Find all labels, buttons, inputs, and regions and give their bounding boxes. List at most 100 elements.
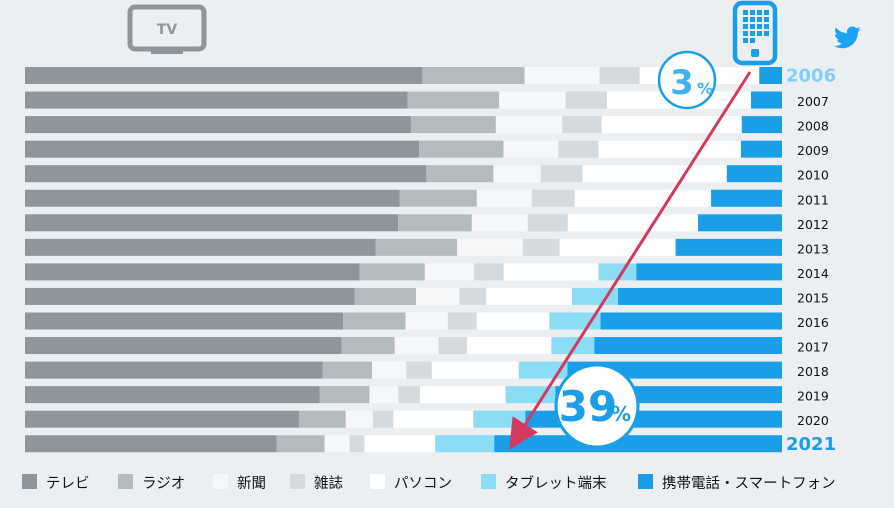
bar-segment-2021-s1 [276,435,325,453]
bar-segment-2021-s0 [25,435,277,453]
bar-segment-2010-s3 [540,165,583,183]
bar-segment-2011-s0 [25,189,400,207]
legend-label-1: ラジオ [142,476,185,492]
bar-segment-2015-s5 [571,287,618,305]
bar-row-2019 [25,386,782,404]
bar-segment-2008-s2 [495,116,563,134]
bar-segment-2011-s1 [399,189,477,207]
year-label-2018: 2018 [797,364,829,379]
year-label-2015: 2015 [797,290,829,305]
legend-label-2: 新聞 [237,475,266,492]
callout-2021-value: 39 [559,382,617,431]
bar-segment-2011-s6 [711,189,782,207]
bar-segment-2008-s6 [741,116,782,134]
bar-segment-2010-s0 [25,165,427,183]
bar-segment-2006-s3 [599,67,640,84]
bar-segment-2016-s4 [476,312,550,330]
bar-segment-2020-s1 [298,410,346,428]
year-label-2009: 2009 [797,143,829,158]
bar-segment-2013-s3 [522,238,560,256]
bar-segment-2007-s2 [499,91,566,109]
year-label-2019: 2019 [797,389,829,404]
bar-segment-2016-s1 [343,312,406,330]
bar-segment-2020-s5 [473,410,526,428]
legend-swatch-3 [290,474,305,489]
trend-arrow [509,71,752,450]
bar-segment-2021-s4 [364,435,436,453]
legend-item-5: タブレット端末 [481,474,607,492]
bar-row-2012 [25,214,782,232]
bar-segment-2007-s3 [565,91,607,109]
bar-segment-2006-s6 [759,67,782,84]
legend-item-2: 新聞 [213,474,266,492]
year-labels-layer: 2006 2007 2008 2009 2010 2011 2012 2013 2014 2015… [786,66,836,455]
legend-swatch-2 [213,474,228,489]
bar-segment-2020-s4 [393,410,474,428]
bar-segment-2021-s6 [494,435,782,453]
legend-label-0: テレビ [46,475,90,492]
bar-segment-2007-s6 [750,91,782,109]
bar-segment-2013-s1 [375,238,458,256]
year-label-2011: 2011 [797,192,829,207]
bar-row-2013 [25,238,782,256]
bar-segment-2019-s4 [419,386,506,404]
bar-segment-2020-s3 [372,410,394,428]
year-label-2010: 2010 [797,168,829,183]
bar-segment-2009-s1 [419,140,504,158]
year-label-2008: 2008 [797,119,829,134]
bar-segment-2015-s2 [416,287,460,305]
bar-segment-2017-s5 [551,337,595,355]
bar-segment-2010-s1 [426,165,494,183]
bar-segment-2011-s4 [574,189,712,207]
smartphone-icon [732,0,778,66]
bar-segment-2017-s3 [438,337,468,355]
bar-segment-2014-s6 [636,263,782,281]
legend-swatch-4 [370,474,385,489]
year-label-2006: 2006 [786,66,836,87]
bar-segment-2012-s2 [471,214,528,232]
legend-item-6: 携帯電話・スマートフォン [638,474,836,492]
bar-segment-2016-s0 [25,312,344,330]
bar-segment-2015-s0 [25,287,355,305]
tv-icon: TV [127,4,207,54]
bar-segment-2021-s2 [324,435,350,453]
bar-segment-2006-s1 [422,67,525,84]
tv-icon-label: TV [157,22,178,38]
bar-row-2014 [25,263,782,281]
year-label-2014: 2014 [797,266,829,281]
legend-label-3: 雑誌 [314,475,343,492]
bar-row-2018 [25,361,782,379]
callout-2021: 39 % [554,363,640,449]
bar-segment-2015-s6 [618,287,782,305]
bar-segment-2017-s1 [341,337,395,355]
bar-segment-2018-s2 [371,361,407,379]
bar-segment-2009-s4 [598,140,741,158]
bar-segment-2012-s1 [398,214,472,232]
bar-segment-2018-s3 [406,361,432,379]
bar-row-2011 [25,189,782,207]
bar-segment-2019-s1 [319,386,370,404]
bar-row-2010 [25,165,782,183]
legend-item-4: パソコン [370,474,452,492]
bar-segment-2008-s0 [25,116,411,134]
bars-layer [25,67,782,453]
bar-segment-2006-s2 [524,67,600,84]
bar-segment-2010-s6 [726,165,782,183]
bar-segment-2017-s2 [394,337,439,355]
bar-segment-2008-s3 [562,116,602,134]
year-label-2016: 2016 [797,315,829,330]
bar-segment-2014-s0 [25,263,360,281]
bar-segment-2016-s6 [600,312,782,330]
bar-segment-2018-s0 [25,361,323,379]
bar-row-2009 [25,140,782,158]
bar-segment-2012-s0 [25,214,399,232]
legend-label-6: 携帯電話・スマートフォン [662,475,836,492]
callout-2006: 3 % [657,50,717,110]
bar-segment-2009-s0 [25,140,420,158]
legend-swatch-6 [638,474,653,489]
bar-segment-2013-s0 [25,238,376,256]
bar-segment-2016-s3 [447,312,477,330]
legend-item-1: ラジオ [118,474,185,492]
